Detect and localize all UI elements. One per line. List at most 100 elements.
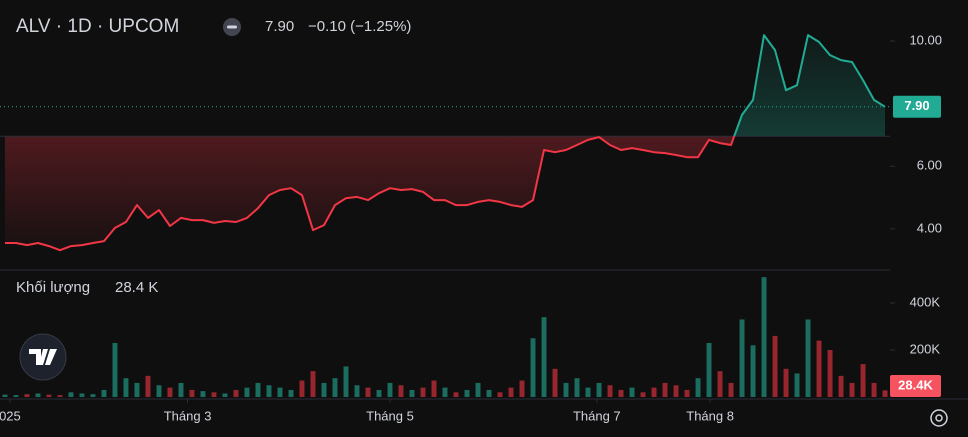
volume-bar	[673, 385, 679, 397]
volume-bar	[541, 317, 547, 397]
volume-bar	[233, 389, 239, 397]
volume-bar	[112, 342, 118, 397]
volume-bar	[838, 375, 844, 397]
volume-bar	[255, 382, 261, 397]
volume-bar	[321, 382, 327, 397]
volume-bar	[46, 394, 52, 397]
volume-bar	[508, 387, 514, 397]
y-tick-label: 10.00	[909, 32, 942, 47]
volume-bar	[563, 382, 569, 397]
volume-bar	[816, 340, 822, 397]
y-tick-label: 200K	[910, 341, 941, 356]
volume-bar	[57, 395, 63, 397]
baseline-area	[4, 35, 886, 251]
volume-bar	[68, 392, 74, 397]
volume-bar	[2, 394, 8, 397]
volume-value: 28.4 K	[115, 279, 158, 296]
volume-bar	[376, 389, 382, 397]
volume-bar	[849, 382, 855, 397]
volume-bar	[310, 371, 316, 397]
volume-bar	[211, 392, 217, 397]
volume-bar	[222, 393, 228, 397]
last-price-tag	[893, 95, 941, 118]
volume-bar	[24, 394, 30, 397]
x-tick-label: Tháng 5	[366, 408, 414, 423]
volume-bar	[618, 389, 624, 397]
volume-bar	[651, 387, 657, 397]
volume-bar	[134, 382, 140, 397]
volume-bar	[783, 368, 789, 397]
symbol-title: ALV · 1D · UPCOM	[16, 16, 179, 37]
volume-bar	[453, 392, 459, 397]
volume-bar	[882, 390, 888, 397]
volume-bar	[178, 382, 184, 397]
last-price: 7.90	[265, 18, 294, 35]
volume-bar	[860, 364, 866, 397]
volume-bar	[332, 378, 338, 397]
volume-bar	[156, 385, 162, 397]
volume-bar	[145, 375, 151, 397]
volume-bar	[629, 387, 635, 397]
volume-bar	[530, 338, 536, 397]
volume-bar	[805, 319, 811, 397]
volume-bar	[101, 389, 107, 397]
settings-ring	[930, 409, 948, 427]
volume-bar	[431, 380, 437, 397]
volume-bar	[728, 382, 734, 397]
volume-bar	[365, 387, 371, 397]
volume-bar	[695, 378, 701, 397]
volume-bar	[398, 385, 404, 397]
volume-bar	[167, 387, 173, 397]
volume-bar	[552, 368, 558, 397]
last-volume-tag-label: 28.4K	[898, 377, 933, 392]
volume-bar	[442, 387, 448, 397]
volume-bar	[684, 389, 690, 397]
volume-bar	[794, 373, 800, 397]
last-price-tag-label: 7.90	[904, 98, 929, 113]
price-line	[5, 34, 886, 252]
x-tick-label: Tháng 8	[686, 408, 734, 423]
settings-icon[interactable]	[930, 409, 948, 427]
volume-bar	[299, 380, 305, 397]
volume-bar	[486, 389, 492, 397]
volume-bar	[596, 382, 602, 397]
volume-bar	[464, 389, 470, 397]
volume-bar	[497, 392, 503, 397]
volume-title: Khối lượng	[16, 279, 90, 296]
x-tick-label: 025	[0, 408, 21, 423]
y-tick-label: 4.00	[917, 220, 942, 235]
x-tick-label: Tháng 3	[164, 408, 212, 423]
volume-bar	[354, 385, 360, 397]
volume-bar	[585, 387, 591, 397]
volume-bar	[519, 380, 525, 397]
volume-bar	[189, 389, 195, 397]
volume-bar	[750, 345, 756, 397]
volume-bar	[409, 389, 415, 397]
volume-bar	[387, 382, 393, 397]
volume-bar	[123, 378, 129, 397]
last-volume-tag	[890, 375, 941, 397]
y-tick-label: 6.00	[917, 158, 942, 173]
volume-bar	[761, 277, 767, 397]
volume-bar	[827, 350, 833, 397]
volume-bar	[13, 395, 19, 397]
status-icon-bar	[227, 25, 237, 29]
volume-bar	[772, 335, 778, 397]
settings-center	[935, 414, 943, 422]
volume-bar	[607, 385, 613, 397]
plot	[0, 34, 890, 397]
x-tick-label: Tháng 7	[573, 408, 621, 423]
logo-mark	[29, 349, 57, 365]
y-tick-label: 400K	[910, 294, 941, 309]
volume-bar	[640, 392, 646, 397]
volume-bar	[739, 319, 745, 397]
volume-bar	[90, 394, 96, 397]
volume-bar	[420, 387, 426, 397]
volume-bar	[475, 382, 481, 397]
volume-bar	[717, 371, 723, 397]
volume-bar	[574, 378, 580, 397]
volume-bar	[343, 366, 349, 397]
volume-bar	[244, 387, 250, 397]
price-change: −0.10 (−1.25%)	[308, 18, 411, 35]
